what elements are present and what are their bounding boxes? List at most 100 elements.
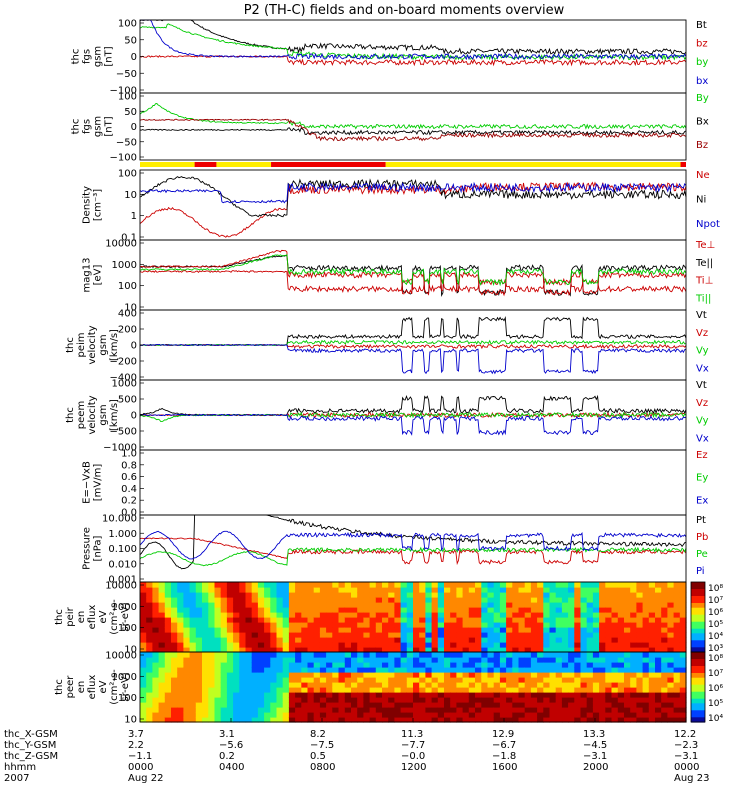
spectrogram-cell [431, 672, 439, 678]
colorbar-cell [691, 684, 705, 688]
spectrogram-cell [487, 647, 495, 653]
spectrogram-cell [214, 647, 222, 653]
spectrogram-cell [617, 687, 625, 693]
spectrogram-cell [382, 607, 389, 613]
spectrogram-cell [661, 672, 668, 678]
spectrogram-cell [506, 697, 513, 703]
spectrogram-cell [177, 662, 184, 668]
spectrogram-cell [425, 662, 433, 668]
spectrogram-cell [357, 612, 364, 618]
spectrogram-cell [624, 652, 631, 658]
spectrogram-cell [245, 602, 253, 608]
spectrogram-cell [375, 657, 383, 663]
spectrogram-cell [630, 712, 637, 718]
spectrogram-cell [493, 667, 501, 673]
spectrogram-cell [195, 632, 203, 638]
spectrogram-cell [264, 652, 271, 658]
spectrogram-cell [282, 627, 290, 633]
spectrogram-cell [183, 632, 191, 638]
spectrogram-cell [468, 652, 476, 658]
spectrogram-cell [245, 657, 253, 663]
legend-Te⊥: Te⊥ [695, 240, 715, 251]
spectrogram-cell [568, 587, 575, 593]
x-tick-value: 3.1 [219, 729, 235, 740]
y-tick-label: 0 [131, 341, 137, 352]
spectrogram-cell [276, 697, 284, 703]
spectrogram-cell [673, 637, 681, 643]
spectrogram-cell [282, 672, 290, 678]
spectrogram-cell [251, 697, 259, 703]
spectrogram-cell [140, 597, 147, 603]
spectrogram-cell [655, 582, 662, 588]
spectrogram-cell [183, 582, 191, 588]
spectrogram-cell [307, 667, 315, 673]
spectrogram-cell [506, 602, 513, 608]
spectrogram-cell [270, 597, 278, 603]
spectrogram-cell [530, 622, 538, 628]
spectrogram-cell [636, 667, 644, 673]
spectrogram-cell [437, 667, 445, 673]
spectrogram-cell [233, 707, 240, 713]
spectrogram-cell [400, 637, 408, 643]
y-axis-label: peer [65, 675, 76, 699]
spectrogram-cell [357, 602, 364, 608]
spectrogram-cell [288, 647, 296, 653]
spectrogram-cell [468, 582, 476, 588]
spectrogram-cell [450, 717, 457, 723]
spectrogram-cell [152, 587, 160, 593]
spectrogram-cell [319, 622, 327, 628]
spectrogram-cell [475, 592, 482, 598]
spectrogram-cell [171, 622, 178, 628]
spectrogram-cell [431, 622, 439, 628]
y-tick-label: 10 [124, 303, 137, 314]
spectrogram-cell [487, 697, 495, 703]
spectrogram-cell [164, 607, 172, 613]
spectrogram-cell [177, 627, 184, 633]
spectrogram-cell [524, 632, 532, 638]
spectrogram-cell [208, 622, 216, 628]
spectrogram-cell [642, 697, 650, 703]
spectrogram-cell [574, 657, 582, 663]
spectrogram-cell [661, 607, 668, 613]
spectrogram-cell [537, 627, 544, 633]
spectrogram-cell [425, 687, 433, 693]
spectrogram-cell [512, 662, 520, 668]
spectrogram-cell [475, 607, 482, 613]
spectrogram-cell [456, 607, 464, 613]
spectrogram-cell [431, 617, 439, 623]
spectrogram-cell [406, 697, 414, 703]
spectrogram-cell [450, 707, 457, 713]
spectrogram-cell [574, 682, 582, 688]
spectrogram-cell [481, 667, 489, 673]
spectrogram-cell [419, 692, 426, 698]
spectrogram-cell [667, 702, 675, 708]
spectrogram-cell [319, 597, 327, 603]
spectrogram-cell [481, 607, 489, 613]
spectrogram-cell [611, 712, 619, 718]
spectrogram-cell [611, 677, 619, 683]
spectrogram-cell [264, 687, 271, 693]
spectrogram-cell [282, 637, 290, 643]
spectrogram-cell [158, 642, 166, 648]
spectrogram-cell [152, 602, 160, 608]
spectrogram-cell [661, 582, 668, 588]
spectrogram-cell [220, 672, 228, 678]
spectrogram-cell [462, 617, 470, 623]
spectrogram-cell [400, 672, 408, 678]
spectrogram-cell [673, 707, 681, 713]
spectrogram-cell [555, 712, 563, 718]
spectrogram-cell [220, 647, 228, 653]
spectrogram-cell [338, 592, 346, 598]
spectrogram-cell [295, 682, 302, 688]
spectrogram-cell [344, 627, 352, 633]
spectrogram-cell [301, 642, 309, 648]
spectrogram-cell [264, 622, 271, 628]
spectrogram-cell [251, 677, 259, 683]
y-axis-label: fgs [82, 49, 93, 64]
spectrogram-cell [679, 707, 687, 713]
spectrogram-cell [673, 642, 681, 648]
spectrogram-cell [655, 597, 662, 603]
spectrogram-cell [307, 697, 315, 703]
spectrogram-cell [375, 637, 383, 643]
spectrogram-cell [351, 662, 358, 668]
